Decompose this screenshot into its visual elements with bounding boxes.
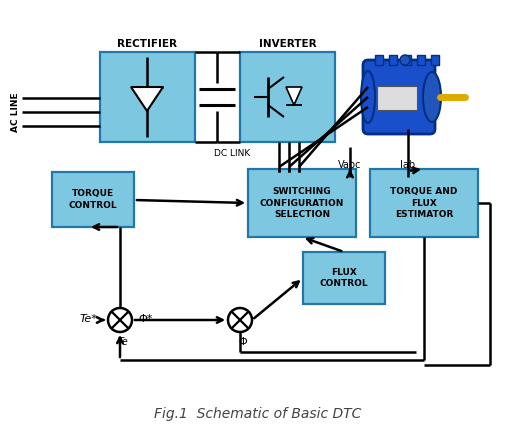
Text: TORQUE AND
FLUX
ESTIMATOR: TORQUE AND FLUX ESTIMATOR <box>390 187 458 219</box>
FancyBboxPatch shape <box>363 60 435 134</box>
Ellipse shape <box>361 71 375 123</box>
Polygon shape <box>131 87 163 111</box>
FancyBboxPatch shape <box>417 55 425 65</box>
Text: AC LINE: AC LINE <box>10 92 20 132</box>
Text: TORQUE
CONTROL: TORQUE CONTROL <box>69 190 117 210</box>
FancyBboxPatch shape <box>303 252 385 304</box>
Text: DC LINK: DC LINK <box>214 149 250 159</box>
FancyBboxPatch shape <box>377 86 417 110</box>
FancyBboxPatch shape <box>248 169 356 237</box>
Text: Φ: Φ <box>239 337 247 347</box>
Text: Vabc: Vabc <box>338 160 362 170</box>
Text: FLUX
CONTROL: FLUX CONTROL <box>320 268 368 288</box>
Text: Φ*: Φ* <box>139 314 153 324</box>
Text: Iab: Iab <box>401 160 416 170</box>
FancyBboxPatch shape <box>100 52 195 142</box>
FancyBboxPatch shape <box>389 55 397 65</box>
Text: Fig.1  Schematic of Basic DTC: Fig.1 Schematic of Basic DTC <box>154 407 362 421</box>
FancyBboxPatch shape <box>375 55 383 65</box>
Text: INVERTER: INVERTER <box>258 39 316 49</box>
Text: Te: Te <box>118 337 128 347</box>
Circle shape <box>400 55 410 65</box>
Text: RECTIFIER: RECTIFIER <box>117 39 177 49</box>
FancyBboxPatch shape <box>431 55 439 65</box>
FancyBboxPatch shape <box>403 55 411 65</box>
FancyBboxPatch shape <box>370 169 478 237</box>
FancyBboxPatch shape <box>240 52 335 142</box>
Ellipse shape <box>423 72 441 122</box>
Text: SWITCHING
CONFIGURATION
SELECTION: SWITCHING CONFIGURATION SELECTION <box>260 187 344 219</box>
FancyBboxPatch shape <box>52 172 134 227</box>
Text: Te*: Te* <box>79 314 97 324</box>
Polygon shape <box>286 87 302 105</box>
